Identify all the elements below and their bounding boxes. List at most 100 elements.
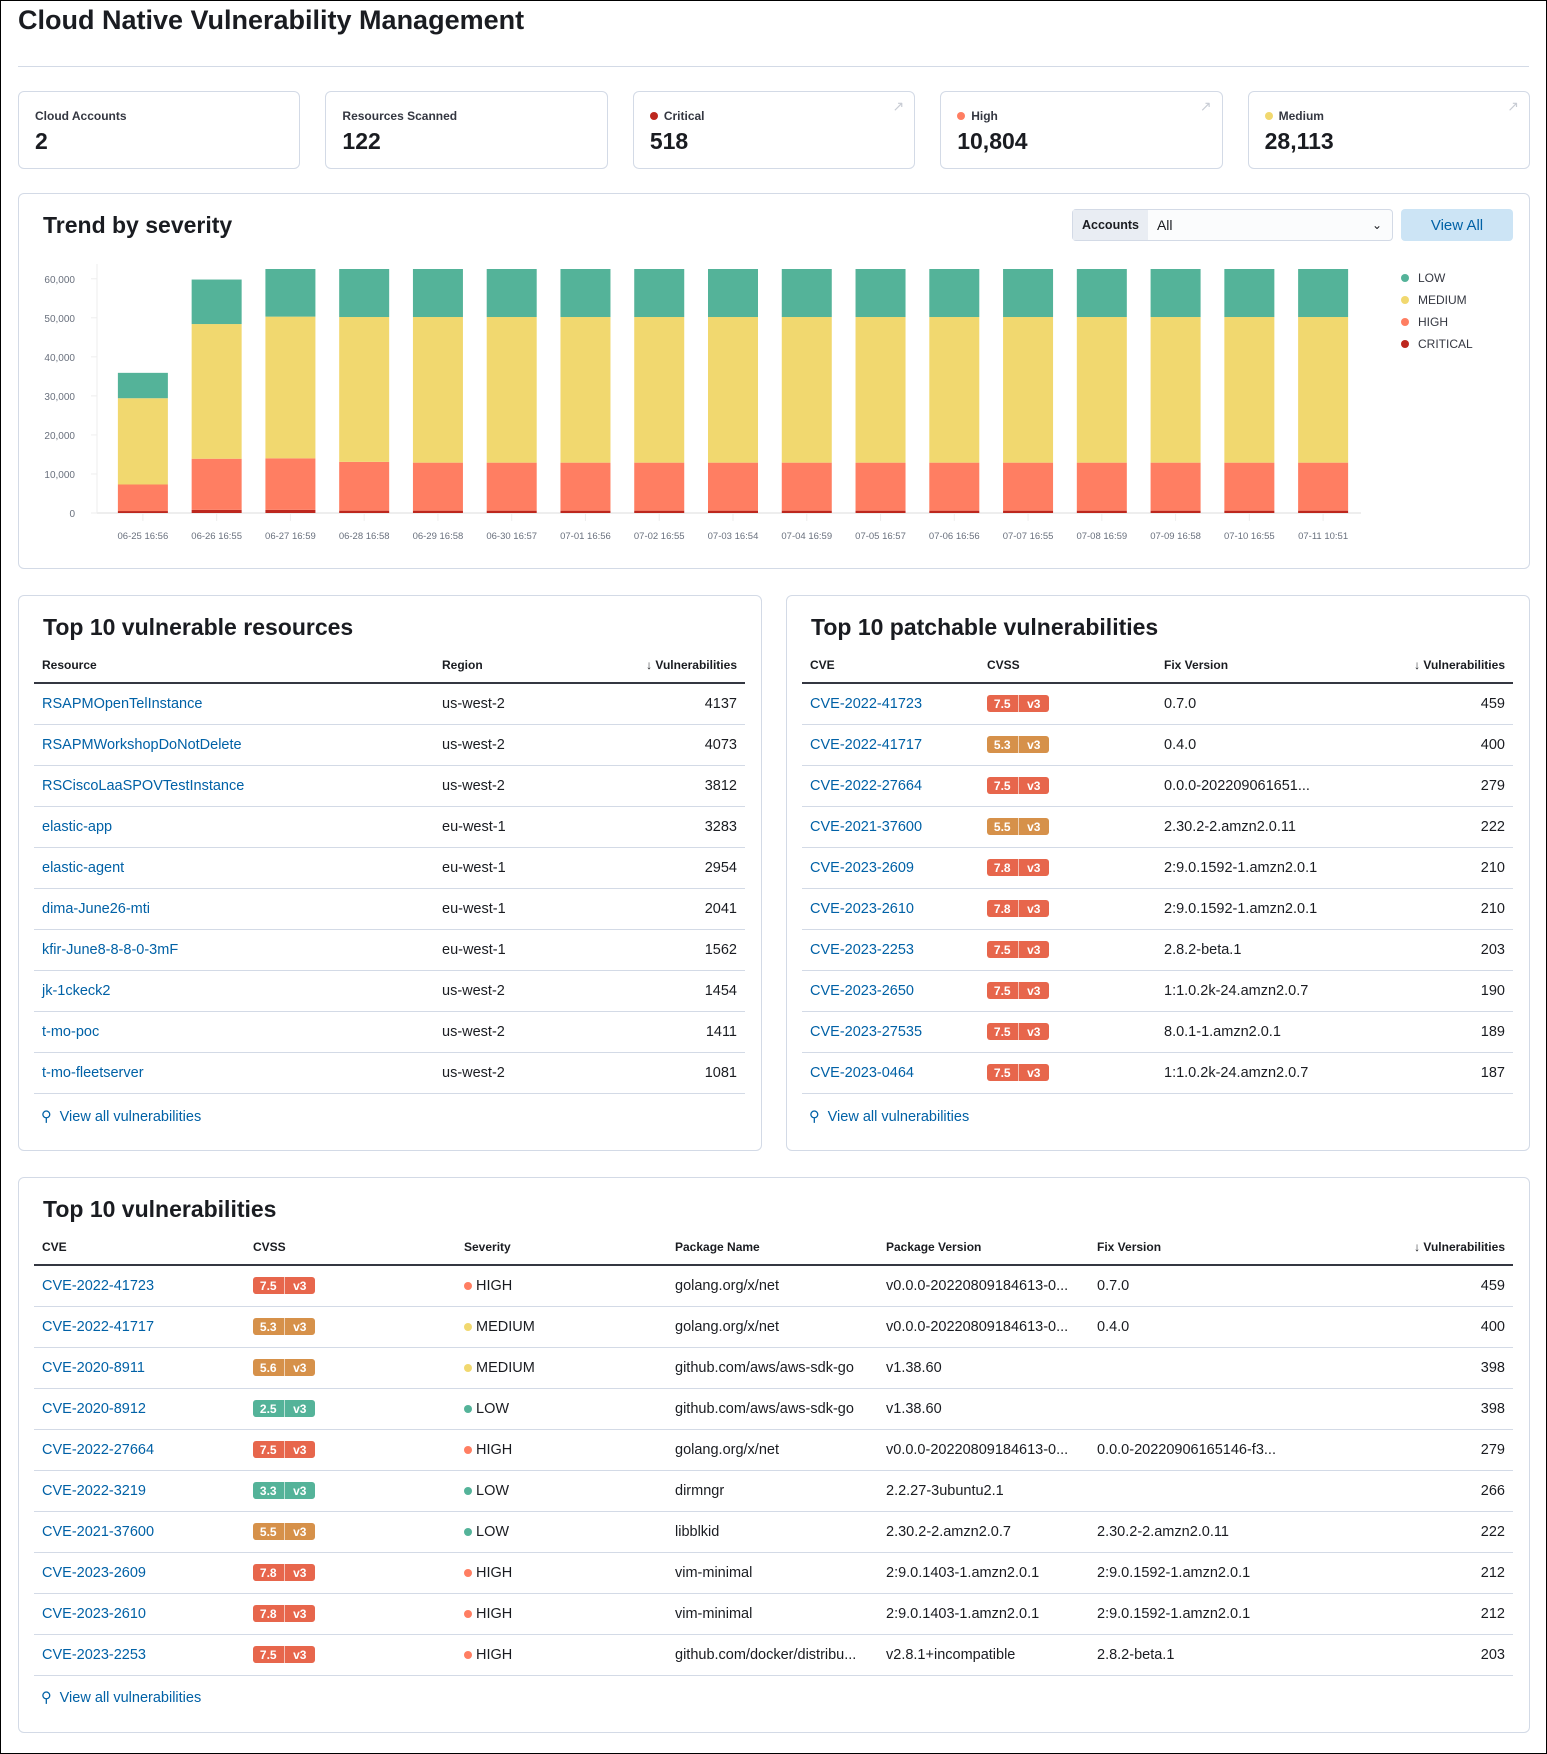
bar-critical[interactable]	[1298, 510, 1349, 513]
cve-link[interactable]: CVE-2021-37600	[42, 1523, 155, 1540]
card-critical[interactable]: ↗ Critical 518	[632, 91, 916, 169]
bar-medium[interactable]	[708, 317, 758, 463]
column-header[interactable]: CVE	[802, 647, 979, 684]
bar-medium[interactable]	[781, 317, 832, 463]
bar-critical[interactable]	[265, 509, 316, 513]
cve-link[interactable]: CVE-2021-37600	[810, 818, 923, 835]
column-header[interactable]: Resource	[34, 647, 434, 684]
bar-critical[interactable]	[781, 510, 832, 513]
column-header[interactable]: CVSS	[245, 1229, 456, 1266]
bar-high[interactable]	[117, 484, 168, 512]
bar-low[interactable]	[1298, 269, 1349, 318]
cve-link[interactable]: CVE-2022-41723	[810, 695, 923, 712]
bar-medium[interactable]	[117, 398, 168, 485]
bar-critical[interactable]	[929, 510, 980, 513]
bar-high[interactable]	[855, 462, 906, 511]
column-header[interactable]: ↓ Vulnerabilities	[1300, 1229, 1513, 1266]
resource-link[interactable]: t-mo-fleetserver	[42, 1064, 144, 1081]
bar-medium[interactable]	[412, 317, 463, 463]
cve-link[interactable]: CVE-2023-2610	[810, 900, 914, 917]
bar-high[interactable]	[412, 462, 463, 511]
bar-medium[interactable]	[191, 324, 242, 459]
column-header[interactable]: CVSS	[979, 647, 1156, 684]
card-medium[interactable]: ↗ Medium 28,113	[1247, 91, 1531, 169]
bar-critical[interactable]	[1076, 510, 1127, 513]
resource-link[interactable]: kfir-June8-8-8-0-3mF	[42, 941, 179, 958]
resource-link[interactable]: elastic-app	[42, 818, 113, 835]
bar-high[interactable]	[1150, 462, 1201, 511]
bar-low[interactable]	[339, 269, 390, 318]
bar-critical[interactable]	[1224, 510, 1275, 513]
bar-high[interactable]	[708, 462, 758, 511]
bar-low[interactable]	[265, 269, 316, 317]
legend-item-low[interactable]: LOW	[1401, 267, 1473, 289]
column-header[interactable]: ↓ Vulnerabilities	[584, 647, 745, 684]
bar-low[interactable]	[560, 269, 611, 318]
bar-medium[interactable]	[1224, 317, 1275, 463]
bar-medium[interactable]	[486, 317, 537, 463]
cve-link[interactable]: CVE-2022-41723	[42, 1277, 155, 1294]
bar-high[interactable]	[191, 458, 242, 510]
bar-high[interactable]	[1003, 462, 1054, 511]
column-header[interactable]: Region	[434, 647, 584, 684]
bar-critical[interactable]	[560, 510, 611, 513]
bar-medium[interactable]	[929, 317, 980, 463]
bar-low[interactable]	[191, 279, 242, 325]
bar-low[interactable]	[1003, 269, 1054, 318]
bar-critical[interactable]	[412, 510, 463, 513]
column-header[interactable]: Package Version	[878, 1229, 1089, 1266]
bar-low[interactable]	[634, 269, 685, 318]
view-all-vulns-link[interactable]: ⚲ View all vulnerabilities	[41, 1109, 201, 1125]
bar-medium[interactable]	[1076, 317, 1127, 463]
cve-link[interactable]: CVE-2023-2609	[810, 859, 914, 876]
bar-low[interactable]	[708, 269, 758, 318]
cve-link[interactable]: CVE-2023-2253	[42, 1646, 146, 1663]
resource-link[interactable]: t-mo-poc	[42, 1023, 100, 1040]
cve-link[interactable]: CVE-2022-41717	[810, 736, 923, 753]
cve-link[interactable]: CVE-2020-8912	[42, 1400, 146, 1417]
resource-link[interactable]: jk-1ckeck2	[42, 982, 111, 999]
view-all-vulns-link[interactable]: ⚲ View all vulnerabilities	[809, 1109, 969, 1125]
bar-critical[interactable]	[634, 510, 685, 513]
cve-link[interactable]: CVE-2022-3219	[42, 1482, 146, 1499]
bar-low[interactable]	[117, 372, 168, 399]
bar-high[interactable]	[265, 458, 316, 510]
bar-medium[interactable]	[1003, 317, 1054, 463]
bar-critical[interactable]	[855, 510, 906, 513]
cve-link[interactable]: CVE-2022-27664	[42, 1441, 155, 1458]
view-all-vulns-link[interactable]: ⚲ View all vulnerabilities	[41, 1690, 201, 1706]
resource-link[interactable]: RSAPMWorkshopDoNotDelete	[42, 736, 242, 753]
view-all-button[interactable]: View All	[1401, 209, 1513, 241]
bar-high[interactable]	[560, 462, 611, 511]
column-header[interactable]: Fix Version	[1156, 647, 1386, 684]
resource-link[interactable]: dima-June26-mti	[42, 900, 150, 917]
bar-high[interactable]	[339, 461, 390, 511]
bar-medium[interactable]	[1150, 317, 1201, 463]
column-header[interactable]: Severity	[456, 1229, 667, 1266]
bar-critical[interactable]	[117, 511, 168, 513]
resource-link[interactable]: RSCiscoLaaSPOVTestInstance	[42, 777, 245, 794]
legend-item-medium[interactable]: MEDIUM	[1401, 289, 1473, 311]
bar-medium[interactable]	[634, 317, 685, 463]
bar-high[interactable]	[1298, 462, 1349, 511]
accounts-select[interactable]: Accounts All ⌄	[1072, 209, 1393, 241]
bar-critical[interactable]	[191, 509, 242, 513]
bar-critical[interactable]	[339, 510, 390, 513]
bar-low[interactable]	[1150, 269, 1201, 318]
bar-medium[interactable]	[1298, 317, 1349, 463]
bar-high[interactable]	[486, 462, 537, 511]
cve-link[interactable]: CVE-2023-0464	[810, 1064, 914, 1081]
bar-low[interactable]	[929, 269, 980, 318]
bar-medium[interactable]	[560, 317, 611, 463]
card-high[interactable]: ↗ High 10,804	[940, 91, 1223, 169]
cve-link[interactable]: CVE-2020-8911	[42, 1359, 145, 1376]
bar-high[interactable]	[781, 462, 832, 511]
cve-link[interactable]: CVE-2023-27535	[810, 1023, 923, 1040]
cve-link[interactable]: CVE-2023-2650	[810, 982, 914, 999]
bar-high[interactable]	[1224, 462, 1275, 511]
bar-low[interactable]	[781, 269, 832, 318]
column-header[interactable]: ↓ Vulnerabilities	[1386, 647, 1513, 684]
bar-low[interactable]	[412, 269, 463, 318]
bar-critical[interactable]	[1003, 510, 1054, 513]
bar-high[interactable]	[1076, 462, 1127, 511]
